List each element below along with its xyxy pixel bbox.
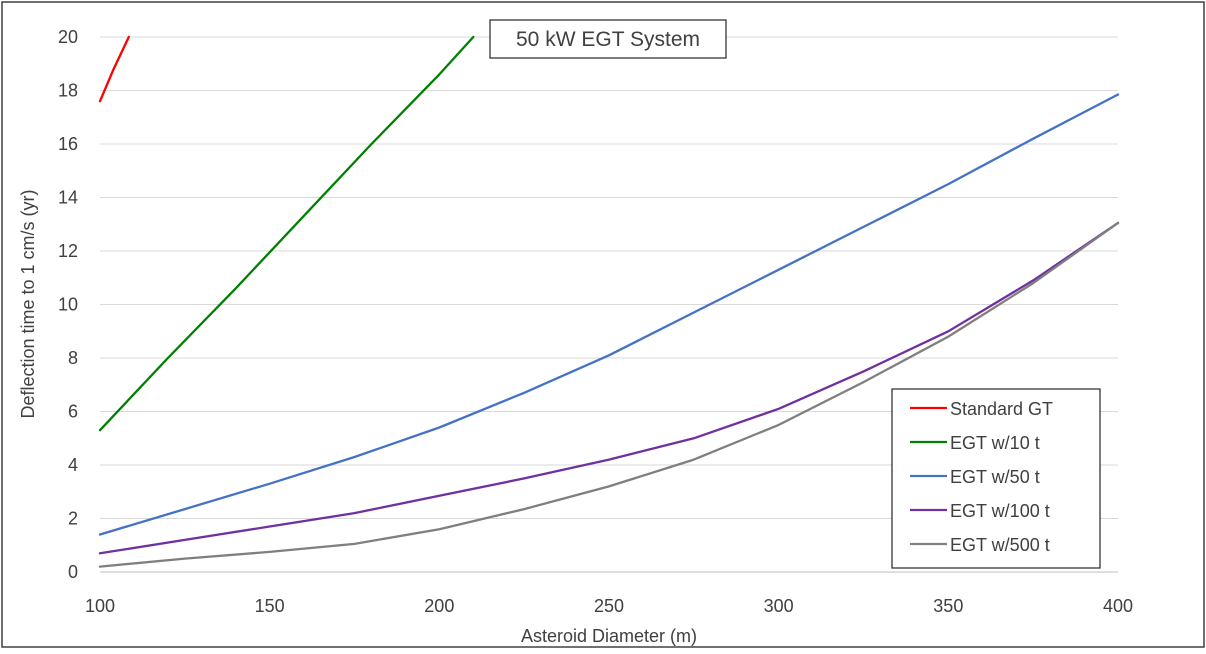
x-tick-label: 250 (594, 596, 624, 616)
legend: Standard GT EGT w/10 t EGT w/50 t EGT w/100… (891, 388, 1101, 569)
y-tick-label: 8 (68, 348, 78, 368)
y-tick-label: 2 (68, 509, 78, 529)
series-line (98, 221, 1120, 568)
series-lines (98, 35, 1120, 568)
series-line (98, 93, 1120, 536)
x-tick-label: 150 (255, 596, 285, 616)
chart-title: 50 kW EGT System (516, 28, 700, 51)
x-tick-label: 300 (764, 596, 794, 616)
y-tick-label: 16 (58, 134, 78, 154)
y-tick-label: 20 (58, 27, 78, 47)
series-line (98, 35, 475, 432)
legend-item: EGT w/10 t (950, 433, 1040, 453)
y-tick-label: 10 (58, 295, 78, 315)
x-tick-label: 350 (933, 596, 963, 616)
series-line (98, 35, 130, 103)
x-axis-label: Asteroid Diameter (m) (521, 626, 697, 646)
x-tick-label: 200 (424, 596, 454, 616)
y-tick-label: 18 (58, 81, 78, 101)
legend-box (891, 388, 1101, 569)
x-tick-label: 100 (85, 596, 115, 616)
y-tick-label: 6 (68, 402, 78, 422)
y-tick-label: 0 (68, 562, 78, 582)
x-tick-label: 400 (1103, 596, 1133, 616)
axes: 0 2 4 6 8 10 12 14 16 18 20 100 150 200 250 300 350 400 (58, 27, 1133, 616)
legend-item: Standard GT (950, 399, 1053, 419)
legend-item: EGT w/100 t (950, 501, 1050, 521)
legend-item: EGT w/500 t (950, 535, 1050, 555)
y-tick-label: 14 (58, 188, 78, 208)
chart-title-box: 50 kW EGT System (489, 19, 727, 59)
y-tick-label: 12 (58, 241, 78, 261)
y-axis-label: Deflection time to 1 cm/s (yr) (18, 189, 38, 418)
y-tick-label: 4 (68, 455, 78, 475)
grid (100, 36, 1118, 573)
series-line (98, 221, 1120, 555)
legend-item: EGT w/50 t (950, 467, 1040, 487)
